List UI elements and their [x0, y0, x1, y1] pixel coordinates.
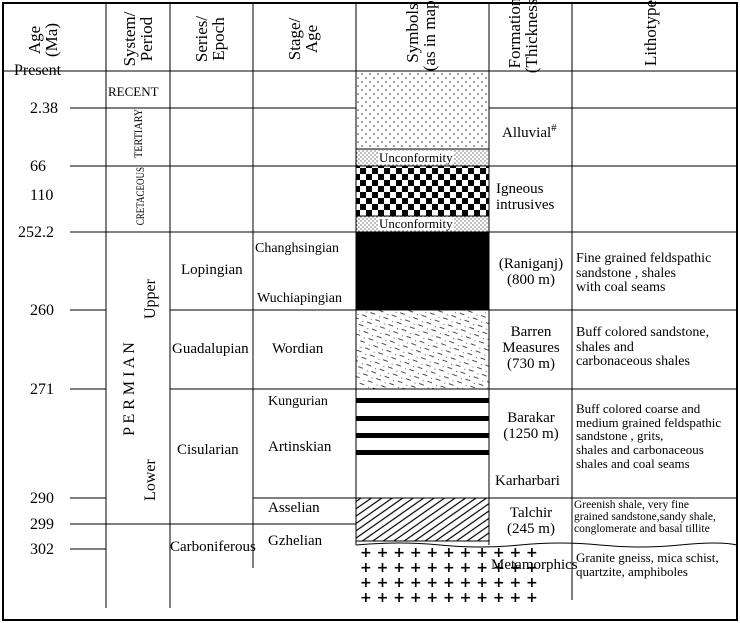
- lithotype-talchir: Greenish shale, very fine grained sandst…: [574, 499, 716, 536]
- age-present: Present: [14, 62, 62, 79]
- header-series: Series/ Epoch: [192, 15, 228, 63]
- series-guadalupian: Guadalupian: [172, 341, 249, 357]
- age-290: 290: [30, 490, 54, 507]
- age-260: 260: [30, 302, 54, 319]
- stage-wordian: Wordian: [272, 341, 324, 357]
- alluvial-symbol: [355, 70, 490, 150]
- svg-text:+ + + + + + + + + + +: + + + + + + + + + + +: [360, 575, 538, 591]
- age-302: 302: [30, 541, 54, 558]
- formation-metamorphics: Metamorphics: [491, 557, 578, 573]
- barren-measures-symbol: [355, 309, 490, 390]
- barakar-symbol: [355, 388, 490, 499]
- age-2-38: 2.38: [30, 100, 58, 117]
- formation-alluvial: Alluvial#: [502, 123, 557, 141]
- talchir-symbol: [355, 497, 490, 542]
- lithotype-metamorphics: Granite gneiss, mica schist, quartzite, …: [576, 550, 719, 579]
- system-lower: Lower: [142, 459, 159, 501]
- stage-changhsingian: Changhsingian: [255, 241, 339, 256]
- system-tertiary: TERTIARY: [131, 108, 145, 158]
- formation-talchir: Talchir (245 m): [507, 505, 555, 537]
- header-formation: Formation (Thickness): [505, 0, 541, 74]
- metamorphics-symbol: + + + + + + + + + + + + + + + + + + + + …: [360, 545, 538, 606]
- header-lithotype: Lithotype: [641, 0, 660, 67]
- header-stage: Stage/ Age: [285, 17, 321, 61]
- lithotype-raniganj: Fine grained feldspathic sandstone , sha…: [576, 251, 712, 296]
- igneous-symbol: [355, 165, 490, 217]
- unconformity-label-2: Unconformity: [378, 216, 454, 231]
- lithotype-barakar: Buff colored coarse and medium grained f…: [576, 401, 722, 471]
- age-66: 66: [30, 158, 46, 175]
- system-cretaceous: CRETACEOUS: [133, 166, 147, 226]
- stage-asselian: Asselian: [268, 500, 320, 516]
- age-252-2: 252.2: [18, 224, 54, 241]
- age-271: 271: [30, 381, 54, 398]
- formation-karharbari: Karharbari: [495, 473, 560, 489]
- stage-artinskian: Artinskian: [268, 439, 332, 455]
- stage-wuchiapingian: Wuchiapingian: [257, 291, 342, 306]
- system-upper: Upper: [142, 279, 159, 319]
- series-cisularian: Cisularian: [177, 442, 239, 458]
- basal-unconformity-line: [355, 542, 738, 548]
- system-recent: RECENT: [108, 84, 159, 99]
- raniganj-symbol: [355, 231, 490, 311]
- age-110: 110: [30, 187, 54, 204]
- series-carboniferous: Carboniferous: [170, 539, 256, 555]
- stage-kungurian: Kungurian: [268, 394, 328, 409]
- formation-alluvial-name: Alluvial: [502, 125, 552, 141]
- lithotype-barren-measures: Buff colored sandstone, shales and carbo…: [576, 325, 710, 370]
- age-299: 299: [30, 516, 54, 533]
- formation-igneous: Igneous intrusives: [496, 181, 555, 213]
- header-symbols: Symbols (as in map): [403, 0, 439, 72]
- svg-text:+ + + + + + + + + + +: + + + + + + + + + + +: [360, 590, 538, 606]
- header-age: Age (Ma): [25, 23, 61, 57]
- svg-text:+ + + + + + + + + + +: + + + + + + + + + + +: [360, 545, 538, 561]
- svg-text:+ + + + + + + + + + +: + + + + + + + + + + +: [360, 560, 538, 576]
- formation-barren-measures: Barren Measures (730 m): [502, 324, 560, 372]
- unconformity-label-1: Unconformity: [378, 150, 454, 165]
- series-lopingian: Lopingian: [181, 262, 243, 278]
- formation-alluvial-mark: #: [551, 122, 557, 134]
- system-permian: P E R M I A N: [121, 342, 138, 436]
- formation-barakar: Barakar (1250 m): [503, 410, 559, 442]
- formation-raniganj: (Raniganj) (800 m): [498, 256, 564, 288]
- stage-gzhelian: Gzhelian: [268, 533, 323, 549]
- header-system: System/ Period: [120, 11, 156, 67]
